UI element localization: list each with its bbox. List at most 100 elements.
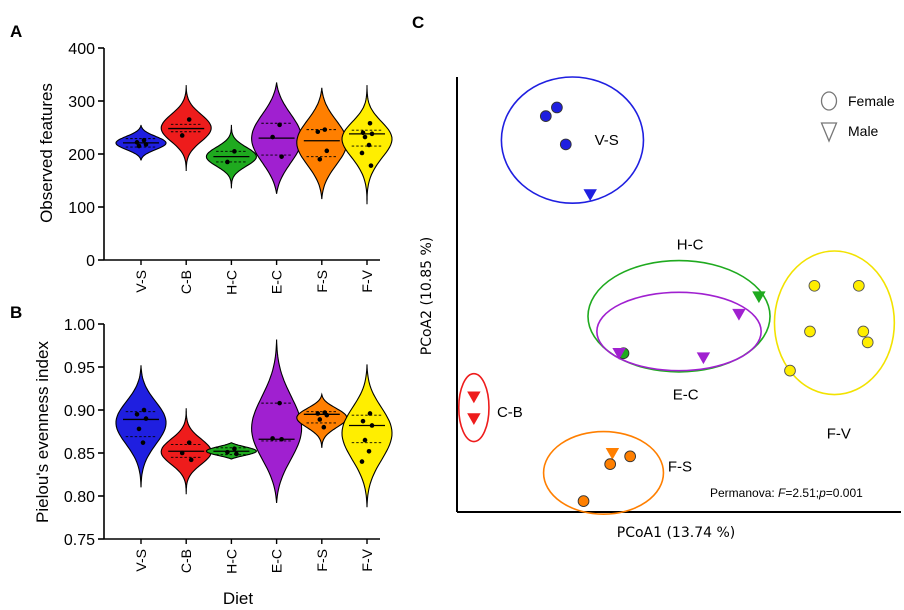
- pcoa-point-v-s-0: [539, 110, 552, 123]
- ellipse-h-c: [587, 259, 771, 373]
- panel-b-point-f-v-4: [366, 448, 372, 454]
- panel-a-point-v-s-3: [136, 143, 142, 149]
- panel-a-point-e-c-0: [277, 122, 282, 128]
- panel-a-point-e-c-2: [279, 154, 284, 159]
- ellipse-f-s: [542, 430, 665, 515]
- panel-a-x-label-f-v: F-V: [359, 269, 375, 292]
- panel-a-y-tick-label-300: 300: [68, 94, 95, 111]
- panel-letter-a: A: [10, 22, 22, 41]
- legend-triangle-icon: [820, 122, 838, 143]
- pcoa-point-f-v-5: [784, 364, 796, 377]
- legend-label-female: Female: [848, 93, 895, 109]
- panel-b-point-f-s-2: [324, 412, 330, 418]
- panel-a-violin-f-s: [296, 87, 348, 200]
- group-label-f-v: F-V: [827, 426, 851, 443]
- panel-b-y-title: Pielou's evenness index: [33, 341, 52, 523]
- panel-a-point-h-c-0: [232, 149, 237, 154]
- panel-a-x-label-h-c: H-C: [223, 270, 239, 295]
- panel-b-point-f-v-1: [360, 418, 366, 424]
- legend-label-male: Male: [848, 123, 879, 139]
- panel-a-y-tick-label-200: 200: [68, 147, 95, 164]
- panel-b-point-f-v-3: [362, 437, 368, 443]
- panel-a-x-label-c-b: C-B: [178, 270, 194, 294]
- pcoa-point-f-v-0: [808, 279, 821, 292]
- pcoa-point-f-s-1: [624, 450, 637, 463]
- panel-b-point-h-c-2: [234, 451, 239, 457]
- panel-b-point-f-s-4: [321, 424, 327, 430]
- pcoa-point-e-c-0: [612, 347, 626, 360]
- panel-b-point-v-s-1: [134, 412, 140, 417]
- pcoa1-axis-title: PCoA1 (13.74 %): [617, 525, 735, 541]
- panel-b-y-tick-label-0-80: 0.80: [64, 489, 95, 506]
- panel-b-point-c-b-0: [186, 440, 192, 445]
- panel-a-point-f-s-2: [324, 148, 330, 154]
- pcoa-point-f-s-2: [604, 458, 617, 471]
- panel-a-x-label-v-s: V-S: [133, 270, 149, 293]
- panel-b-y-tick-label-0-75: 0.75: [64, 532, 95, 549]
- panel-b-y-tick-label-1-00: 1.00: [64, 317, 95, 334]
- ellipse-v-s: [500, 76, 645, 204]
- panel-letter-c: C: [412, 13, 424, 32]
- panel-b-point-h-c-1: [225, 449, 230, 455]
- panel-b-x-label-c-b: C-B: [178, 549, 194, 573]
- panel-b-x-label-v-s: V-S: [133, 549, 149, 572]
- permanova-annotation: Permanova: F=2.51;p=0.001: [710, 486, 863, 500]
- ellipse-c-b: [457, 372, 490, 443]
- pcoa-point-f-s-3: [577, 495, 590, 507]
- panel-a-point-v-s-1: [134, 140, 140, 145]
- ellipse-f-v: [773, 250, 896, 396]
- panel-b-point-v-s-2: [143, 416, 149, 421]
- panel-a-point-f-v-0: [367, 120, 373, 126]
- pcoa-point-v-s-1: [551, 101, 563, 114]
- pcoa-point-f-v-4: [861, 336, 874, 349]
- panel-a-y-title: Observed features: [37, 83, 56, 223]
- panel-a-point-v-s-2: [143, 142, 149, 147]
- panel-a-point-f-v-3: [362, 134, 368, 140]
- ellipse-e-c: [596, 291, 762, 372]
- pcoa-point-v-s-2: [559, 138, 572, 151]
- group-label-h-c: H-C: [677, 236, 704, 253]
- pcoa-point-c-b-1: [467, 413, 481, 425]
- panel-b-pielou-evenness: Pielou's evenness index Diet 0.75 0.80 0.8…: [33, 317, 393, 608]
- pcoa-point-h-c-1: [752, 291, 766, 304]
- legend-circle-icon: [820, 91, 838, 111]
- pcoa2-axis-title: PCoA2 (10.85 %): [419, 237, 435, 355]
- panel-b-point-f-v-2: [369, 423, 375, 428]
- panel-b-point-f-v-5: [359, 459, 365, 464]
- panel-a-point-f-v-1: [360, 130, 366, 136]
- panel-a-x-label-e-c: E-C: [269, 270, 285, 294]
- panel-a-point-f-s-3: [317, 157, 323, 162]
- panel-b-x-label-f-v: F-V: [359, 548, 375, 571]
- panel-b-x-label-f-s: F-S: [314, 549, 330, 572]
- pcoa-point-e-c-2: [732, 308, 746, 321]
- panel-a-point-f-s-1: [315, 129, 321, 135]
- pcoa-point-e-c-1: [696, 352, 711, 365]
- legend: Female Male: [820, 91, 895, 143]
- panel-b-point-c-b-1: [179, 450, 185, 456]
- panel-a-point-h-c-1: [225, 159, 230, 165]
- group-label-c-b: C-B: [497, 404, 523, 421]
- panel-letter-b: B: [10, 303, 22, 322]
- panel-a-y-tick-label-0: 0: [86, 253, 95, 270]
- panel-a-y-tick-label-100: 100: [68, 200, 95, 217]
- panel-b-point-c-b-2: [188, 457, 194, 463]
- panel-a-x-label-f-s: F-S: [314, 270, 330, 293]
- panel-c-pcoa: PCoA1 (13.74 %) PCoA2 (10.85 %) Female M…: [419, 76, 901, 541]
- panel-b-y-tick-label-0-90: 0.90: [64, 403, 95, 420]
- panel-b-point-e-c-1: [270, 436, 275, 441]
- group-label-v-s: V-S: [595, 132, 619, 149]
- panel-a-point-v-s-0: [141, 137, 147, 143]
- panel-b-point-e-c-0: [277, 400, 282, 406]
- panel-b-x-label-e-c: E-C: [269, 549, 285, 573]
- pcoa-point-f-v-3: [857, 325, 870, 338]
- panel-a-point-e-c-1: [270, 134, 275, 140]
- panel-b-violin-f-s: [296, 392, 348, 448]
- x-axis-title-diet: Diet: [223, 589, 254, 608]
- panel-a-y-tick-label-400: 400: [68, 41, 95, 58]
- panel-a-point-f-v-4: [366, 142, 372, 148]
- panel-b-violin-e-c: [251, 339, 303, 503]
- group-label-f-s: F-S: [668, 458, 692, 475]
- panel-b-point-f-s-1: [315, 411, 321, 416]
- panel-b-y-tick-label-0-95: 0.95: [64, 360, 95, 377]
- panel-b-point-v-s-4: [140, 440, 146, 445]
